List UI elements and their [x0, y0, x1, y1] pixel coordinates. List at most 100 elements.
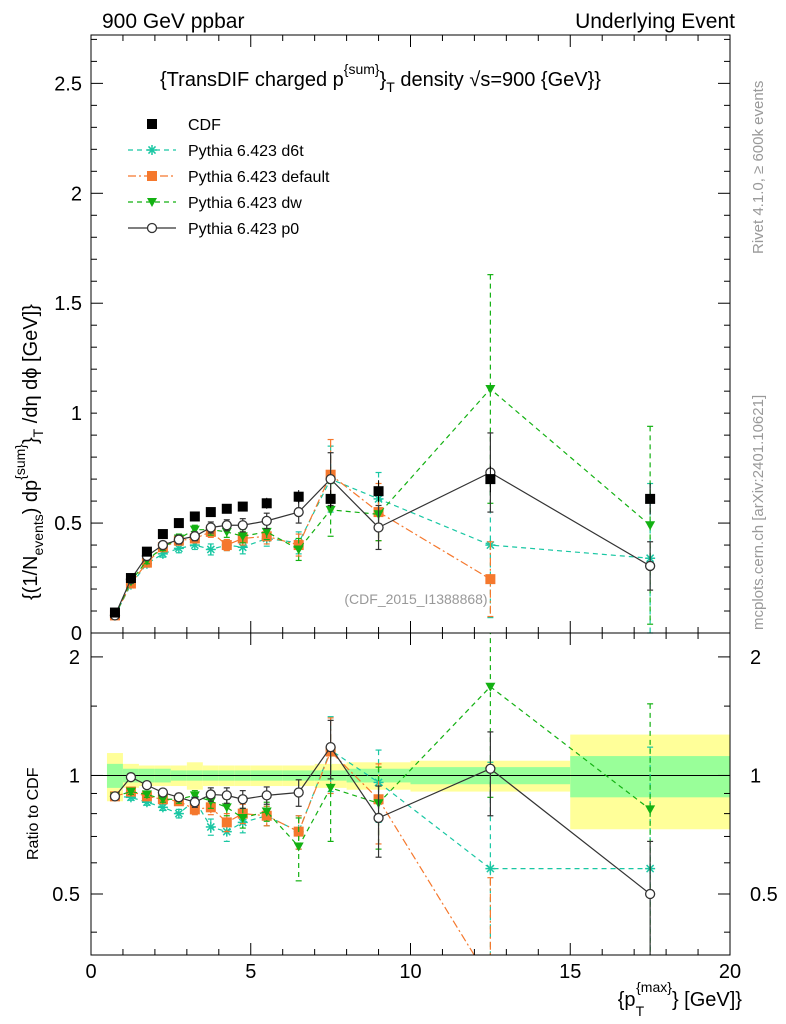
data-point [141, 546, 152, 557]
main-y-axis-label: {(1/Nevents) dp{sum}}T /dη dϕ [GeV]} [12, 304, 46, 600]
data-point [261, 515, 272, 527]
data-point [644, 560, 656, 572]
ratio-point [205, 821, 216, 832]
data-point [173, 534, 185, 545]
data-point [205, 544, 216, 555]
analysis-watermark: (CDF_2015_I1388868) [344, 591, 487, 607]
x-tick-label: 10 [399, 961, 421, 983]
ratio-point [221, 803, 232, 813]
main-panel-frame [90, 34, 731, 634]
legend-marker [146, 222, 158, 234]
data-point [205, 507, 216, 518]
y-tick-label: 2.5 [54, 73, 82, 95]
ratio-series-group [109, 633, 656, 986]
header-right-label: Underlying Event [575, 10, 735, 33]
legend-entry: Pythia 6.423 p0 [128, 221, 299, 238]
data-point [261, 498, 272, 509]
legend-marker [147, 145, 157, 155]
ratio-point [189, 791, 200, 801]
ratio-panel-series [109, 633, 656, 986]
legend-label: Pythia 6.423 dw [188, 195, 302, 212]
ratio-pythia-6-423-p0 [109, 719, 656, 955]
ratio-point [157, 787, 169, 798]
main-panel-series [109, 274, 656, 634]
legend-label: CDF [188, 117, 221, 134]
ratio-point-stroke [486, 864, 495, 873]
data-point-stroke [174, 544, 183, 553]
data-point [293, 545, 304, 555]
data-point [237, 532, 248, 542]
data-point [157, 529, 168, 540]
ratio-point [125, 787, 136, 797]
ratio-point [237, 813, 248, 823]
data-point [485, 384, 496, 394]
ratio-point [237, 808, 248, 819]
ratio-point [141, 779, 153, 791]
legend-label: Pythia 6.423 default [188, 169, 330, 186]
data-point [261, 527, 272, 537]
data-point [485, 574, 496, 585]
legend-marker [147, 198, 157, 207]
x-tick-label: 5 [245, 961, 256, 983]
ratio-point [237, 794, 248, 805]
legend-marker-stroke [147, 145, 157, 155]
y-tick-label: 0.5 [54, 513, 82, 535]
data-point [205, 522, 216, 533]
legend-entry: Pythia 6.423 d6t [128, 143, 304, 160]
ratio-point-stroke [158, 803, 167, 812]
ratio-point [189, 804, 200, 815]
data-point [485, 474, 496, 485]
x-axis-label: {pT{max}} [GeV]} [618, 979, 743, 1019]
ratio-point [325, 783, 336, 793]
data-point [157, 539, 169, 551]
x-tick-label: 15 [559, 961, 581, 983]
legend-label: Pythia 6.423 d6t [188, 143, 304, 160]
data-point [293, 540, 304, 551]
ratio-point [125, 772, 137, 783]
data-point [325, 473, 336, 485]
data-point [237, 501, 248, 512]
mcplots-label: mcplots.cern.ch [arXiv:2401.10621] [750, 395, 767, 630]
data-point [189, 531, 200, 542]
ratio-point [293, 787, 304, 798]
data-point [373, 522, 384, 533]
ratio-point [141, 790, 152, 800]
ratio-tick-label-right: 1 [750, 765, 761, 787]
ratio-point [189, 797, 200, 808]
data-point [221, 503, 232, 514]
data-point [325, 493, 336, 504]
legend-entry: Pythia 6.423 default [128, 169, 330, 186]
y-tick-label: 1.5 [54, 293, 82, 315]
data-point [173, 518, 184, 529]
ratio-line [114, 685, 651, 848]
series-cdf [109, 465, 656, 618]
ratio-point [485, 863, 496, 874]
y-tick-label: 1 [71, 403, 82, 425]
ratio-point [645, 805, 656, 815]
legend-entry: Pythia 6.423 dw [128, 195, 302, 212]
ratio-point [157, 795, 168, 805]
data-point-stroke [206, 545, 215, 554]
ratio-tick-label-left: 1 [69, 765, 80, 787]
data-point [237, 520, 248, 531]
ratio-point [109, 791, 121, 802]
ratio-point [644, 888, 656, 900]
ratio-point-stroke [206, 822, 215, 832]
header-left-label: 900 GeV ppbar [102, 10, 244, 33]
ratio-point [485, 976, 495, 986]
data-point [221, 520, 232, 531]
data-point [221, 540, 232, 551]
x-tick-label: 20 [719, 961, 741, 983]
data-point [173, 543, 184, 554]
chart-title: {TransDIF charged p{sum}}T density √s=90… [160, 61, 601, 95]
legend-label: Pythia 6.423 p0 [188, 221, 299, 238]
data-point [189, 525, 200, 535]
data-point [645, 493, 656, 504]
ratio-point [221, 790, 232, 801]
data-point [645, 521, 656, 531]
ratio-tick-label-left: 2 [69, 647, 80, 669]
series-line [114, 388, 651, 617]
ratio-point [173, 808, 184, 819]
ratio-point-stroke [174, 809, 183, 818]
ratio-point [373, 812, 384, 824]
